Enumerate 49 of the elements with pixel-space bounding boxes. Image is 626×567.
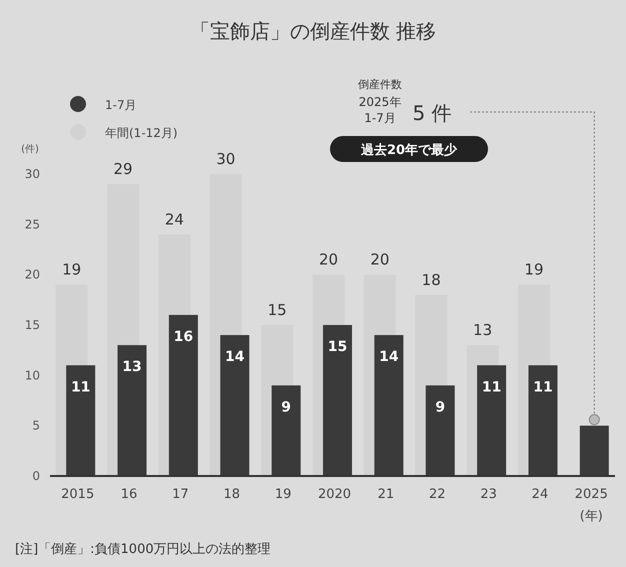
data-label: 16 (174, 328, 194, 345)
data-label: 30 (216, 150, 236, 168)
data-label: 18 (422, 270, 441, 289)
y-axis-title: (件) (21, 144, 39, 155)
y-tick-label: 20 (24, 268, 40, 282)
x-tick-label: 17 (172, 487, 189, 502)
y-tick-label: 25 (24, 217, 40, 232)
text: 過去20年で最少 (360, 143, 458, 158)
x-tick-label: 24 (532, 487, 548, 502)
legend-label: 1-7月 (105, 98, 137, 112)
x-axis-title: (年) (580, 509, 603, 524)
data-label: 14 (225, 349, 245, 366)
data-label: 13 (122, 359, 142, 376)
data-label: 24 (164, 210, 184, 228)
x-tick-label: 22 (428, 487, 446, 502)
y-tick-label: 5 (32, 418, 40, 433)
x-tick-label: 21 (378, 487, 394, 502)
data-label: 14 (379, 349, 399, 366)
x-tick-label: 16 (120, 487, 138, 502)
chart-title: 「宝飾店」の倒産件数 推移 (190, 19, 436, 43)
y-tick-label: 0 (32, 469, 40, 483)
data-label: 11 (70, 379, 90, 396)
data-label: 9 (281, 399, 292, 416)
text: 1-7月 (364, 111, 396, 125)
text: 倒産件数 (358, 78, 402, 91)
data-label: 29 (114, 160, 133, 178)
data-label: 9 (435, 399, 446, 416)
text: [注]「倒産」:負債1000万円以上の法的整理 (15, 541, 271, 557)
x-tick-label: 23 (480, 487, 497, 502)
data-label: 15 (268, 301, 287, 319)
data-label: 15 (328, 339, 348, 355)
y-tick-label: 10 (24, 368, 40, 382)
data-label: 20 (318, 250, 338, 269)
data-label: 19 (524, 260, 544, 279)
y-tick-label: 15 (24, 318, 40, 332)
x-tick-label: 18 (224, 487, 240, 502)
data-label: 20 (370, 250, 390, 269)
x-tick-label: 2020 (318, 487, 352, 502)
data-label: 13 (473, 321, 492, 340)
y-tick-label: 30 (24, 167, 40, 181)
x-tick-label: 2025 (574, 487, 608, 502)
text: 2025年 (358, 95, 402, 109)
data-label: 19 (62, 260, 82, 279)
data-label: 11 (533, 379, 553, 396)
x-tick-label: 19 (274, 487, 292, 502)
x-tick-label: 2015 (61, 487, 94, 502)
text: 5 件 (412, 101, 452, 125)
legend-label: 年間(1-12月) (105, 126, 178, 140)
data-label: 11 (482, 379, 502, 396)
